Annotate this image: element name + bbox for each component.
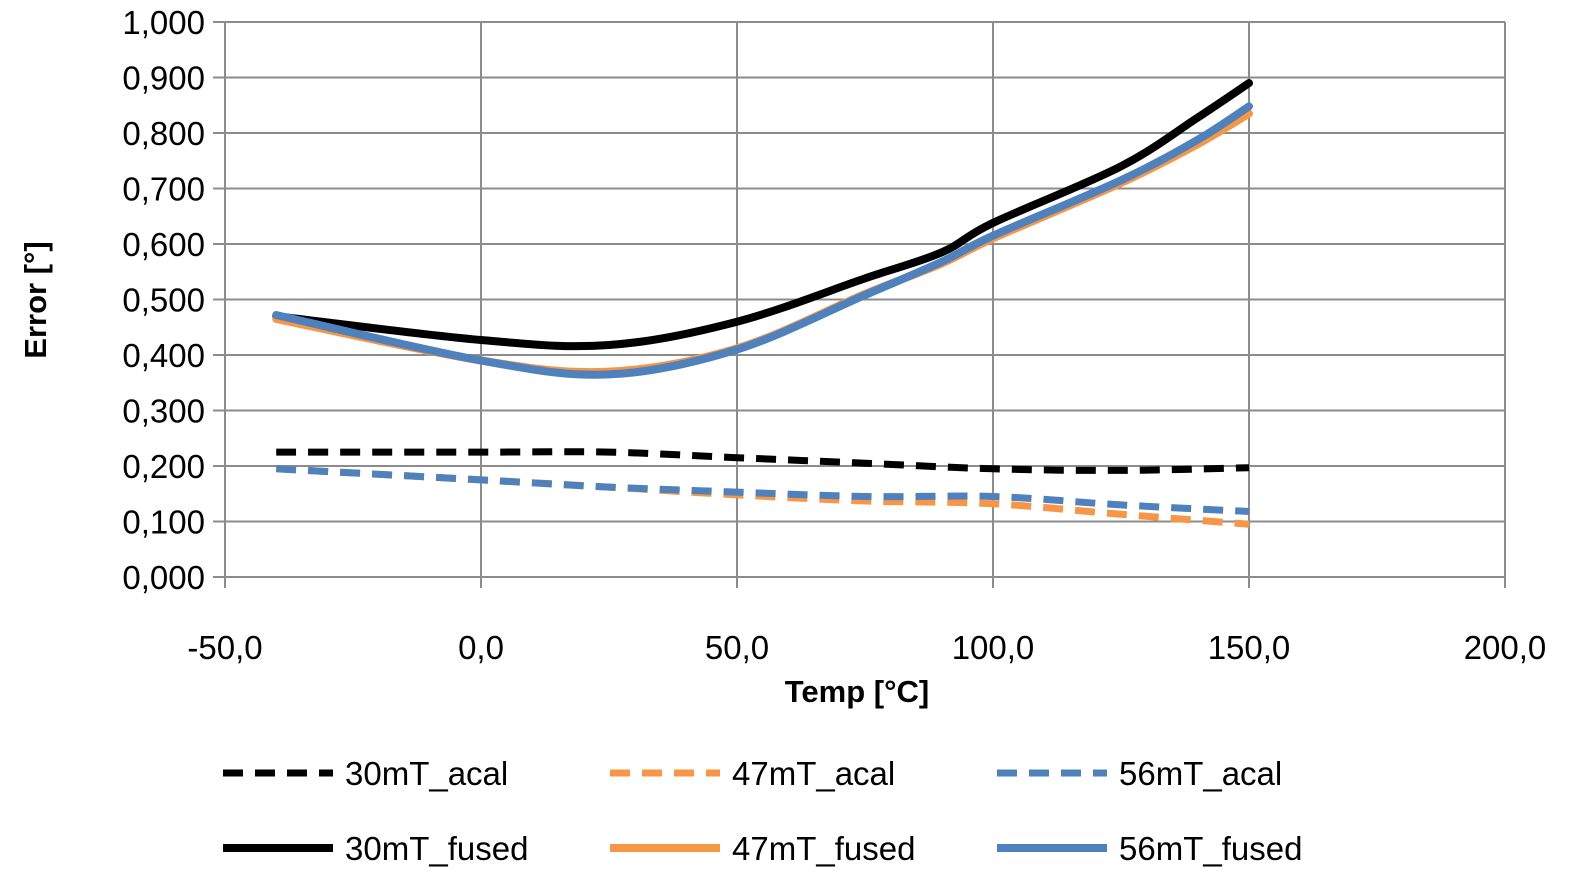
x-axis-title: Temp [°C] [785,674,929,709]
series-lines [272,79,1253,528]
y-tick-label: 1,000 [122,4,205,41]
series-line-30mt-fused [272,79,1253,351]
x-tick-label: 50,0 [705,629,769,666]
y-tick-label: 0,400 [122,337,205,374]
x-tick-label: 100,0 [952,629,1035,666]
y-tick-label: 0,800 [122,115,205,152]
y-tick-label: 0,900 [122,60,205,97]
y-tick-label: 0,600 [122,226,205,263]
series-line-30mt-acal [276,448,1250,474]
y-tick-label: 0,200 [122,448,205,485]
legend-label-30mt-fused: 30mT_fused [345,830,528,867]
x-tick-labels: -50,0 0,0 50,0 100,0 150,0 200,0 [187,629,1546,666]
y-tick-label: 0,500 [122,282,205,319]
y-axis-title: Error [°] [18,241,53,358]
series-line-56mt-acal [276,465,1250,515]
y-tick-label: 0,300 [122,393,205,430]
series-line-56mt-fused [272,102,1253,379]
legend-label-30mt-acal: 30mT_acal [345,755,508,792]
x-tick-label: 150,0 [1208,629,1291,666]
y-tick-label: 0,000 [122,559,205,596]
y-tick-labels: 0,000 0,100 0,200 0,300 0,400 0,500 0,600 0,700… [122,4,205,596]
x-tick-label: -50,0 [187,629,262,666]
legend: 30mT_acal 47mT_acal 56mT_acal 30mT_fused 47m… [223,755,1302,867]
legend-label-47mt-acal: 47mT_acal [732,755,895,792]
y-tick-label: 0,700 [122,171,205,208]
legend-label-47mt-fused: 47mT_fused [732,830,915,867]
x-tick-label: 0,0 [458,629,504,666]
x-tick-label: 200,0 [1464,629,1547,666]
legend-label-56mt-fused: 56mT_fused [1119,830,1302,867]
y-tick-label: 0,100 [122,504,205,541]
axes [213,21,1506,588]
legend-label-56mt-acal: 56mT_acal [1119,755,1282,792]
grid-lines [225,21,1506,577]
